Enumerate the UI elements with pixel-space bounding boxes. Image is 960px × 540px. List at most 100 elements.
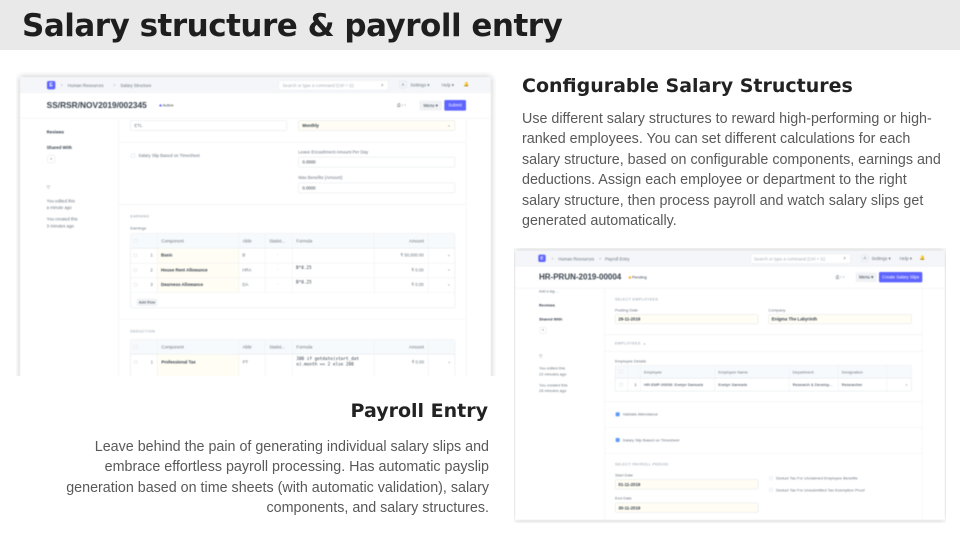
- amount-cell: ₹ 0.00: [411, 267, 424, 273]
- row-checkbox[interactable]: [133, 282, 137, 287]
- company-input[interactable]: [130, 120, 287, 131]
- abbr-cell[interactable]: B: [242, 252, 246, 258]
- add-share-button[interactable]: +: [47, 155, 55, 163]
- search-input[interactable]: [278, 80, 389, 91]
- component-cell[interactable]: Dearness Allowance: [160, 281, 203, 287]
- column-header: Employee Name: [718, 369, 748, 375]
- select-all-checkbox[interactable]: [619, 369, 623, 374]
- bell-icon[interactable]: 🔔: [919, 254, 926, 260]
- breadcrumb-payroll-entry[interactable]: Payroll Entry: [604, 256, 630, 262]
- sidebar-reviews: Reviews: [538, 302, 556, 308]
- chevron-down-icon[interactable]: ⌄: [446, 251, 451, 257]
- add-tag-link[interactable]: Add a tag ...: [538, 289, 559, 294]
- deduct-unclaimed-checkbox[interactable]: [769, 476, 773, 480]
- validate-attendance-label: Validate Attendance: [622, 411, 658, 417]
- chevron-down-icon[interactable]: ⌄: [446, 281, 451, 287]
- company-input[interactable]: [768, 314, 912, 324]
- chevron-down-icon[interactable]: ⌄: [447, 358, 451, 364]
- timesheet-label: Salary Slip Based on Timesheet: [622, 437, 680, 443]
- amount-cell: ₹ 0.00: [411, 359, 424, 365]
- leave-input[interactable]: [298, 156, 455, 168]
- settings-menu[interactable]: Settings ▾: [871, 255, 891, 261]
- leave-label: Leave Encashment Amount Per Day: [298, 149, 369, 155]
- avatar[interactable]: A: [399, 80, 407, 89]
- submit-button[interactable]: Submit: [444, 99, 466, 111]
- table-row[interactable]: 1 Basic B - ₹ 50,000.00 ⌄: [130, 248, 455, 263]
- row-number: 2: [150, 267, 153, 273]
- app-logo[interactable]: E: [538, 254, 546, 262]
- max-label: Max Benefits (Amount): [298, 174, 343, 180]
- component-cell[interactable]: Basic: [160, 252, 173, 258]
- search-input[interactable]: [750, 253, 851, 264]
- max-benefits-input[interactable]: [298, 182, 455, 193]
- deduct-unclaimed-label: Deduct Tax For Unclaimed Employee Benefi…: [775, 475, 858, 481]
- add-row-button[interactable]: Add Row: [136, 298, 158, 306]
- add-share-button[interactable]: +: [539, 326, 547, 334]
- formula-cell-continued: e).month == 2 else 200: [296, 361, 354, 367]
- chevron-down-icon[interactable]: ⌄: [446, 266, 451, 272]
- print-icon[interactable]: ⎙ ‹ ›: [396, 102, 406, 108]
- avatar[interactable]: A: [861, 254, 869, 262]
- settings-menu[interactable]: Settings ▾: [410, 82, 430, 88]
- bell-icon[interactable]: 🔔: [463, 81, 470, 87]
- status-badge: Pending: [631, 274, 647, 280]
- create-salary-slips-button[interactable]: Create Salary Slips: [878, 271, 923, 283]
- abbr-cell[interactable]: DA: [242, 281, 249, 287]
- abbr-cell[interactable]: PT: [242, 359, 249, 365]
- start-date-input[interactable]: [614, 479, 759, 490]
- formula-cell[interactable]: B*0.25: [295, 265, 312, 271]
- filter-icon: ▽: [538, 353, 543, 359]
- statistical-cell[interactable]: -: [276, 251, 279, 257]
- employees-section-toggle[interactable]: EMPLOYEES: [614, 341, 641, 346]
- abbr-cell[interactable]: HRA: [242, 267, 252, 273]
- select-all-checkbox[interactable]: [133, 238, 138, 243]
- posting-date-label: Posting Date: [614, 307, 638, 313]
- breadcrumb-salary-structure[interactable]: Salary Structure: [120, 82, 152, 88]
- earnings-table: Component Abbr Statist... Formula Amount: [130, 233, 455, 308]
- menu-button[interactable]: Menu ▾: [419, 100, 442, 111]
- timesheet-checkbox[interactable]: [130, 153, 135, 158]
- breadcrumb-human-resources[interactable]: Human Resources: [558, 256, 595, 262]
- formula-cell[interactable]: B*0.25: [295, 279, 312, 285]
- row-number: 1: [150, 252, 153, 258]
- help-menu[interactable]: Help ▾: [899, 255, 912, 261]
- deduction-section: DEDUCTION: [130, 329, 156, 334]
- validate-attendance-checkbox[interactable]: [615, 412, 620, 417]
- formula-cell[interactable]: 300 if getdate(start_dat: [296, 356, 359, 362]
- search-placeholder: Search or type a command (Ctrl + G): [282, 82, 354, 88]
- table-row[interactable]: 2 House Rent Allowance HRA - B*0.25 ₹ 0.…: [130, 263, 455, 278]
- employee-cell[interactable]: HR-EMP-00006: Evelyn Samuels: [643, 382, 704, 387]
- posting-date-input[interactable]: [614, 314, 759, 324]
- payroll-frequency-select[interactable]: [298, 120, 455, 131]
- employee-name-cell: Evelyn Samuels: [718, 382, 748, 387]
- row-checkbox[interactable]: [133, 268, 137, 272]
- end-date-input[interactable]: [614, 502, 759, 513]
- sidebar-reviews: Reviews: [46, 129, 65, 135]
- help-menu[interactable]: Help ▾: [441, 82, 454, 88]
- component-cell[interactable]: Professional Tax: [161, 359, 196, 365]
- row-checkbox[interactable]: [619, 382, 623, 387]
- menu-button[interactable]: Menu ▾: [855, 272, 877, 282]
- row-checkbox[interactable]: [133, 360, 138, 364]
- statistical-cell[interactable]: -: [276, 266, 279, 272]
- breadcrumb-human-resources[interactable]: Human Resources: [67, 82, 104, 88]
- payroll-text: Leave behind the pain of generating indi…: [66, 439, 489, 517]
- app-logo[interactable]: E: [46, 80, 56, 90]
- statistical-cell[interactable]: -: [276, 281, 279, 287]
- column-header: Abbr: [242, 238, 252, 244]
- designation-cell: Researcher: [841, 382, 863, 387]
- deduct-unsubmitted-checkbox[interactable]: [769, 488, 773, 492]
- timesheet-checkbox[interactable]: [615, 437, 620, 442]
- row-checkbox[interactable]: [133, 253, 137, 257]
- select-all-checkbox[interactable]: [133, 344, 138, 349]
- component-cell[interactable]: House Rent Allowance: [160, 267, 208, 273]
- print-icon[interactable]: ⎙ ‹ ›: [835, 274, 845, 280]
- edited-text: You edited this: [46, 198, 75, 204]
- table-row[interactable]: 3 Dearness Allowance DA - B*0.25 ₹ 0.00 …: [130, 277, 455, 292]
- timesheet-label: Salary Slip Based on Timesheet: [138, 152, 200, 158]
- department-cell: Research & Develop...: [792, 382, 833, 387]
- column-header: Abbr: [242, 344, 252, 350]
- row-number: 1: [150, 359, 154, 365]
- payroll-heading: Payroll Entry: [350, 400, 488, 422]
- chevron-down-icon[interactable]: ⌄: [904, 381, 909, 387]
